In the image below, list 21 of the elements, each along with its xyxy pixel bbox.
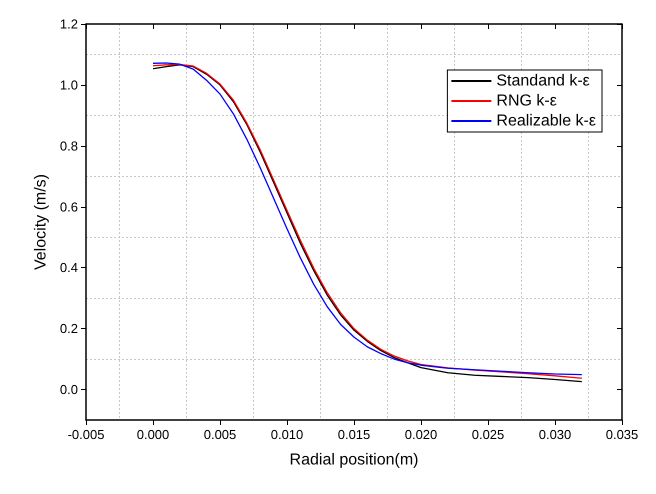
x-tick-label: -0.005 [68, 427, 104, 442]
x-tick-label: 0.000 [136, 427, 170, 442]
y-tick-label: 1.0 [60, 77, 78, 92]
legend-label: Realizable k-ε [496, 112, 596, 130]
x-axis-title: Radial position(m) [290, 452, 418, 468]
y-axis-title: Velocity (m/s) [32, 174, 50, 270]
x-tick-label: 0.025 [472, 427, 504, 442]
y-tick-label: 0.0 [60, 382, 78, 398]
x-tick-label: 0.010 [270, 427, 304, 442]
legend-label: RNG k-ε [496, 92, 557, 110]
x-tick-label: 0.005 [204, 427, 236, 442]
y-tick-label: 1.2 [60, 16, 78, 32]
x-tick-label: 0.015 [338, 427, 370, 442]
x-tick-label: 0.030 [538, 427, 572, 442]
x-tick-label: 0.020 [404, 427, 438, 442]
y-tick-label: 0.6 [60, 199, 78, 214]
y-tick-label: 0.4 [60, 260, 78, 276]
y-tick-label: 0.8 [60, 138, 78, 154]
x-tick-label: 0.035 [606, 427, 638, 442]
legend-label: Standand k-ε [496, 72, 590, 90]
y-tick-label: 0.2 [60, 321, 78, 336]
